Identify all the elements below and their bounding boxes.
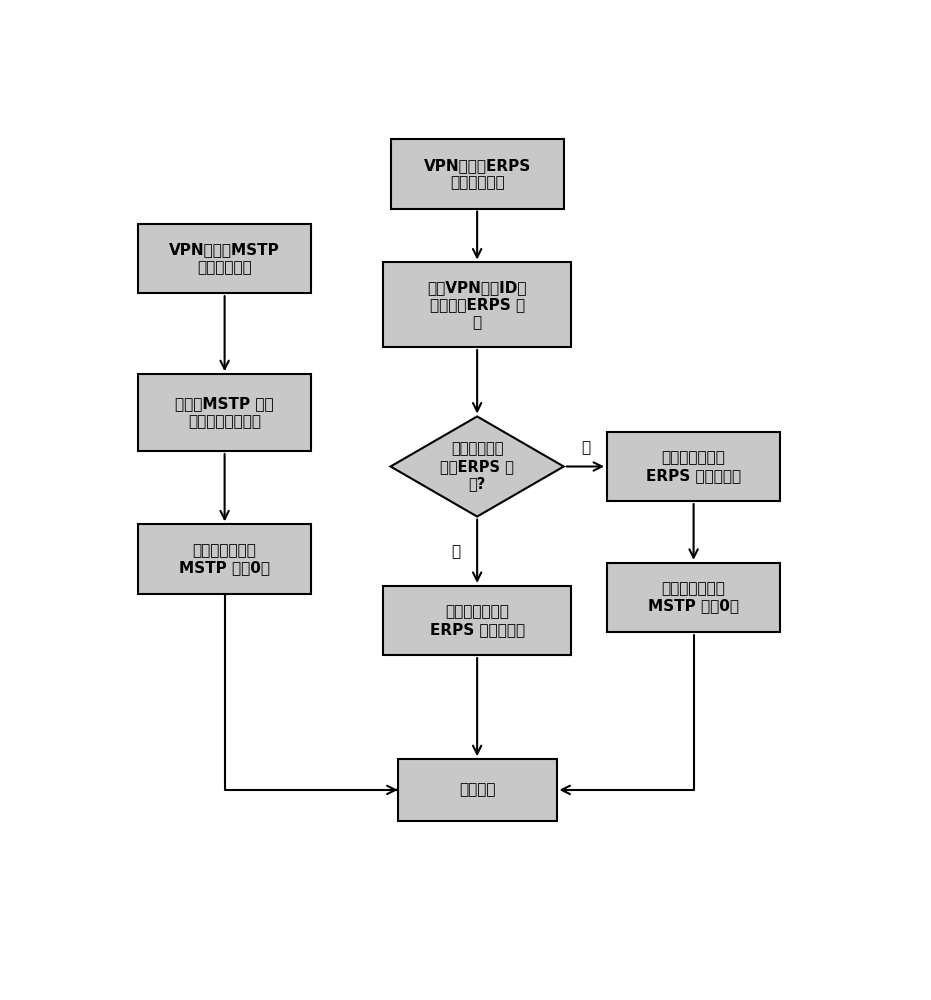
Text: 将此业务添加到
MSTP 实例0中: 将此业务添加到 MSTP 实例0中	[179, 543, 270, 575]
Text: VPN业务到ERPS
实例映射删除: VPN业务到ERPS 实例映射删除	[424, 158, 531, 190]
Text: 是: 是	[451, 544, 460, 559]
FancyBboxPatch shape	[398, 759, 557, 821]
Text: 否: 否	[581, 440, 590, 455]
FancyBboxPatch shape	[384, 586, 571, 655]
Text: 将此业务从当前
ERPS 实例中删除: 将此业务从当前 ERPS 实例中删除	[429, 604, 525, 637]
Text: 在当前MSTP 实例
中，将该业务删除: 在当前MSTP 实例 中，将该业务删除	[175, 396, 274, 429]
FancyBboxPatch shape	[607, 432, 780, 501]
Text: 将此业务从当前
ERPS 实例中删除: 将此业务从当前 ERPS 实例中删除	[646, 450, 741, 483]
FancyBboxPatch shape	[607, 563, 780, 632]
Polygon shape	[391, 416, 563, 517]
FancyBboxPatch shape	[138, 374, 311, 451]
FancyBboxPatch shape	[138, 224, 311, 293]
FancyBboxPatch shape	[384, 262, 571, 347]
Text: 此业务映射到
多个ERPS 实
例?: 此业务映射到 多个ERPS 实 例?	[440, 442, 514, 491]
Text: 删除完成: 删除完成	[459, 782, 495, 797]
Text: 根据VPN业务ID查
找所在的ERPS 实
例: 根据VPN业务ID查 找所在的ERPS 实 例	[427, 280, 527, 330]
FancyBboxPatch shape	[391, 139, 563, 209]
Text: 将此业务添加到
MSTP 实例0中: 将此业务添加到 MSTP 实例0中	[648, 581, 739, 614]
Text: VPN业务到MSTP
实例映射删除: VPN业务到MSTP 实例映射删除	[169, 242, 280, 275]
FancyBboxPatch shape	[138, 524, 311, 594]
